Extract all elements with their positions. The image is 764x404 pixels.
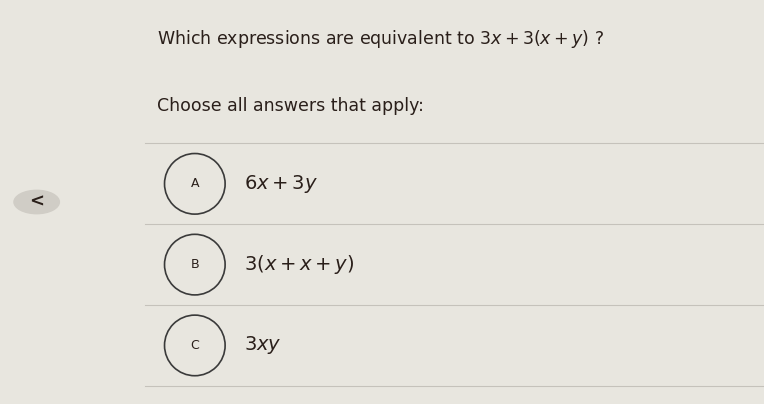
Text: Choose all answers that apply:: Choose all answers that apply:: [157, 97, 423, 115]
Text: B: B: [190, 258, 199, 271]
Text: $3(x + x + y)$: $3(x + x + y)$: [244, 253, 355, 276]
Text: Which expressions are equivalent to $3x + 3(x + y)$ ?: Which expressions are equivalent to $3x …: [157, 28, 604, 50]
Text: $6x + 3y$: $6x + 3y$: [244, 173, 319, 195]
Circle shape: [13, 189, 60, 215]
Text: C: C: [190, 339, 199, 352]
Text: <: <: [29, 193, 44, 211]
Text: A: A: [190, 177, 199, 190]
Text: $3xy$: $3xy$: [244, 335, 282, 356]
